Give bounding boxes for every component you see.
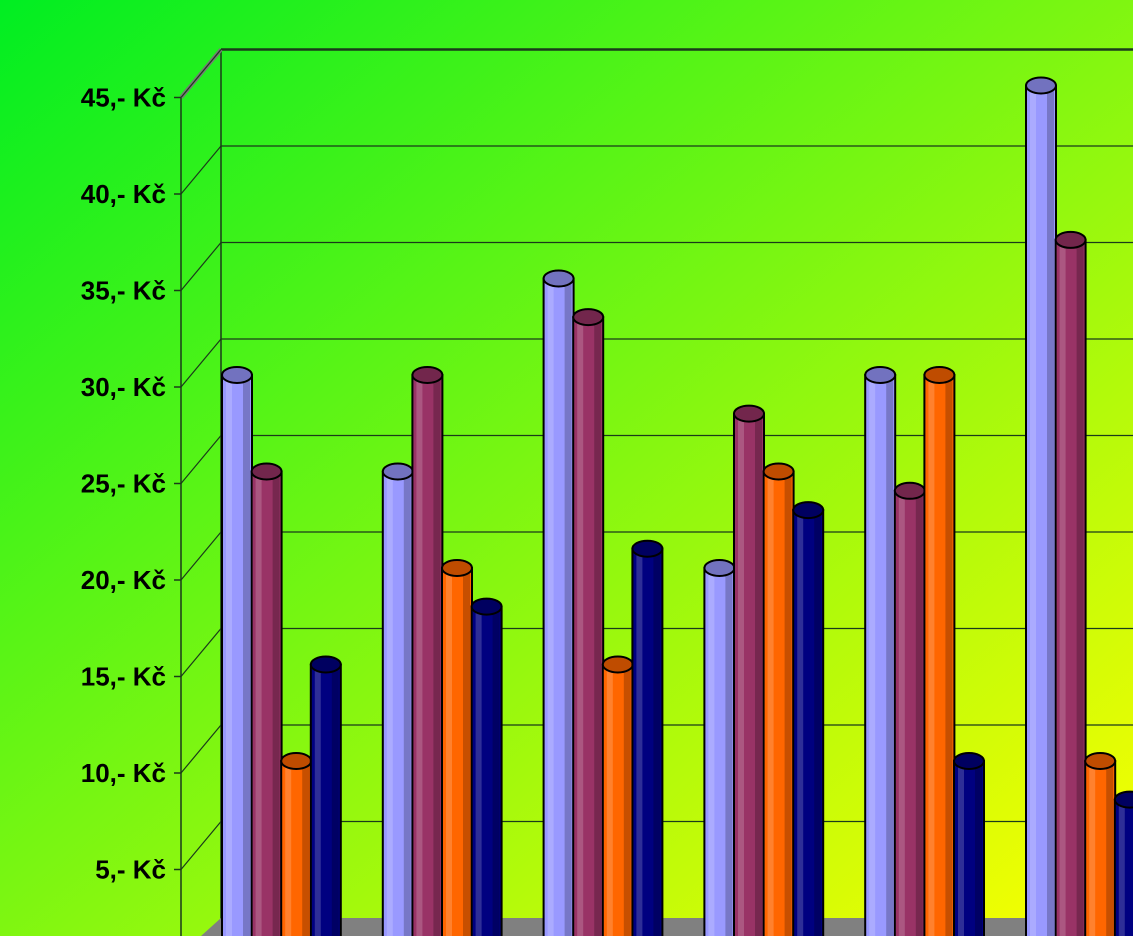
side-gridline [180,435,222,484]
side-gridline [180,145,222,195]
bar [221,366,253,936]
y-tick-label: 10,- Kč [81,758,166,788]
bar [381,462,414,936]
side-gridline [180,242,222,291]
side-gridline [180,724,222,774]
side-gridline [180,49,222,98]
bar [792,501,825,936]
bar [893,481,926,936]
bar [280,752,313,936]
y-tick-label: 5,- Kč [95,855,166,885]
bar [923,366,956,936]
bar [953,752,985,936]
y-tick-label: 25,- Kč [81,469,166,499]
bar [762,462,795,936]
bar [572,308,605,936]
bar [703,559,736,936]
bar [250,462,283,936]
y-tick-label: 45,- Kč [81,83,166,113]
bar [1025,76,1057,936]
y-tick-label: 20,- Kč [81,565,166,595]
side-gridline [180,628,222,677]
bar [411,366,444,936]
bar [542,269,575,936]
bar [470,597,503,936]
side-gridline [180,821,222,870]
bar [1113,790,1133,936]
y-tick-label: 40,- Kč [81,179,166,209]
side-gridline [180,338,222,388]
bar [441,559,473,936]
y-axis: 5,- Kč 10,- Kč 15,- Kč 20,- Kč 25,- Kč 30,- K… [81,83,181,885]
back-wall [179,48,1133,936]
bar [1054,230,1087,936]
bar [601,655,634,936]
y-tick-label: 15,- Kč [81,662,166,692]
side-gridline [180,531,222,581]
bar [309,655,342,936]
y-tick-label: 30,- Kč [81,372,166,402]
bar-series-group [221,76,1133,936]
y-tick-label: 35,- Kč [81,276,166,306]
bar [733,404,765,936]
bar [1084,752,1117,936]
bar [631,539,664,936]
bar [864,366,897,936]
